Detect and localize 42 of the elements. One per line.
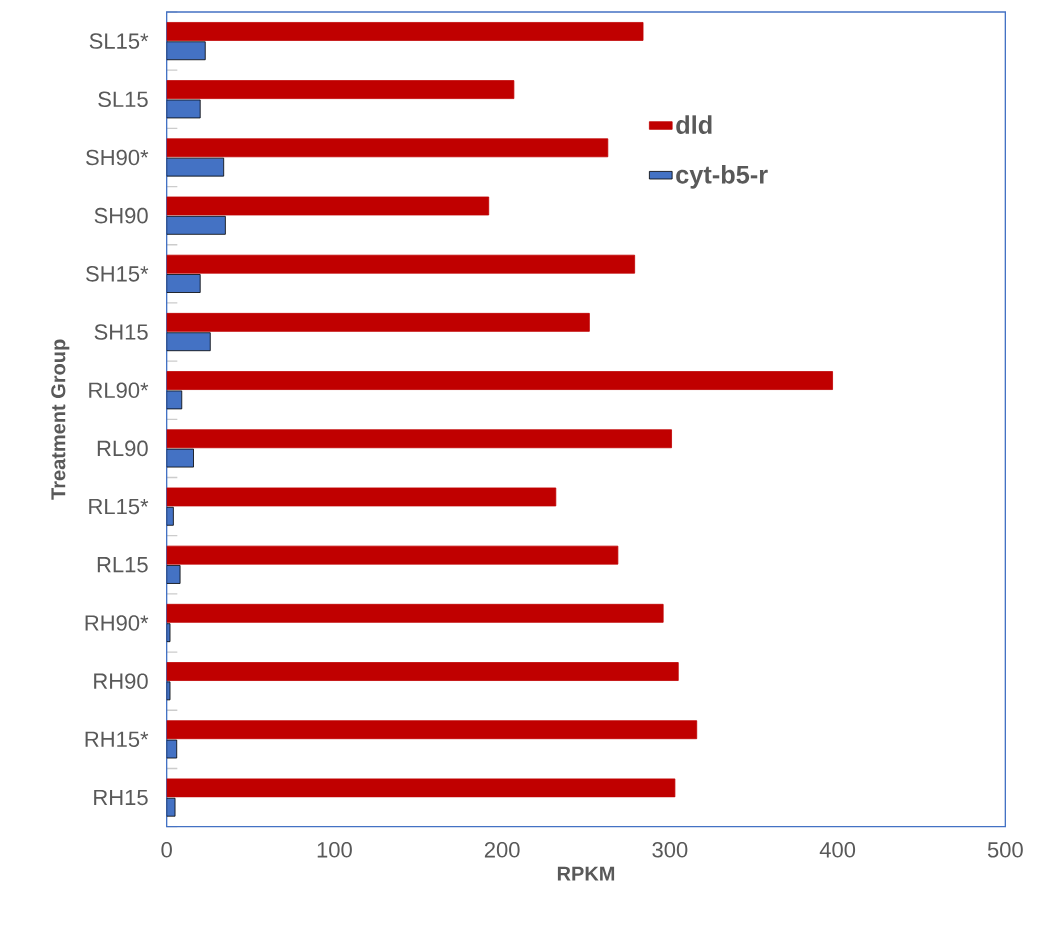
bar	[166, 332, 211, 352]
bar	[166, 313, 590, 332]
y-axis-title: Treatment Group	[51, 339, 70, 500]
y-tick-label: RH90	[94, 673, 148, 690]
legend-label: cyt-b5-r	[676, 165, 768, 189]
bar	[166, 662, 679, 682]
bar	[166, 487, 557, 507]
y-tick-label: SH90	[94, 208, 148, 224]
y-tick-label: RL15*	[89, 499, 149, 515]
y-tick-label: SL15*	[89, 33, 149, 50]
y-tick-label: RL15	[97, 557, 148, 573]
y-tick-label: RH90*	[85, 615, 149, 631]
bar	[166, 22, 644, 41]
y-tick-label: RL90*	[89, 382, 149, 399]
x-tick-label: 400	[819, 842, 856, 858]
bar	[166, 216, 226, 235]
bar	[166, 274, 201, 294]
bar	[166, 429, 672, 449]
y-tick-label: RH15*	[85, 731, 149, 748]
bar	[166, 720, 698, 740]
y-tick-label: RL90	[97, 440, 148, 457]
x-axis-title: RPKM	[557, 866, 615, 881]
bar	[166, 196, 490, 216]
bar	[166, 545, 619, 565]
x-tick-label: 500	[987, 842, 1023, 858]
y-tick-label: SH15	[94, 324, 148, 340]
x-tick-label: 100	[317, 842, 352, 858]
bar	[166, 80, 515, 100]
bar	[166, 371, 833, 391]
x-tick-label: 0	[161, 842, 172, 858]
y-tick-label: SH15*	[86, 266, 149, 282]
y-tick-label: SL15	[98, 91, 148, 108]
bar	[166, 138, 609, 158]
bar	[166, 778, 676, 798]
bar	[166, 254, 636, 274]
bar	[166, 41, 206, 61]
x-tick-label: 300	[652, 842, 688, 858]
y-tick-label: RH15	[94, 790, 148, 806]
y-tick-label: SH90*	[86, 149, 149, 166]
legend-label: dld	[676, 115, 712, 135]
x-tick-label: 200	[484, 842, 520, 858]
bar	[166, 604, 664, 623]
